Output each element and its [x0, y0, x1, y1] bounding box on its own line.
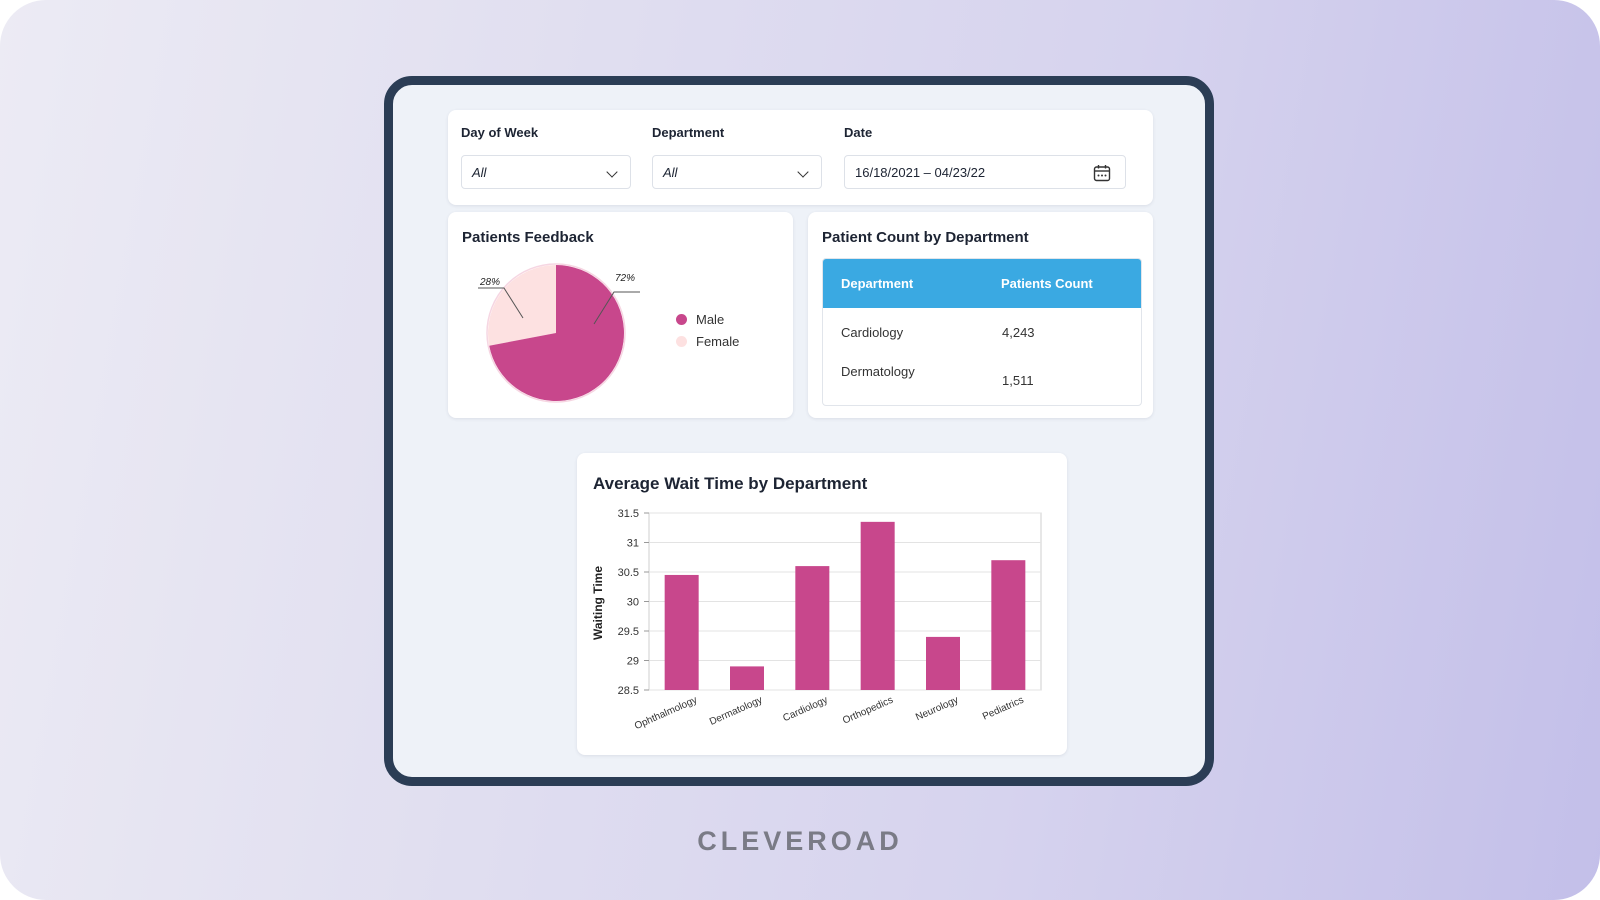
patient-count-title: Patient Count by Department: [822, 229, 1029, 246]
filters-panel: Day of Week All Department All Date 16/1…: [448, 110, 1153, 205]
bar-neurology: [926, 636, 960, 690]
department-select[interactable]: All: [652, 155, 822, 189]
tablet-frame: Day of Week All Department All Date 16/1…: [384, 76, 1214, 786]
pie-slice-female: [488, 265, 556, 346]
y-tick-label: 30: [627, 597, 639, 609]
table-header: Department Patients Count: [823, 259, 1141, 308]
y-tick-label: 31: [627, 538, 639, 550]
legend-label-female: Female: [696, 334, 740, 349]
pie-outline: [486, 263, 626, 403]
table-cell-department: Cardiology: [841, 325, 904, 340]
day-of-week-select[interactable]: All: [461, 155, 631, 189]
chevron-down-icon: [606, 166, 618, 178]
chevron-down-icon: [797, 166, 809, 178]
y-axis-label: Waiting Time: [591, 566, 605, 640]
x-tick-label: Cardiology: [781, 695, 829, 724]
day-of-week-value: All: [472, 165, 487, 180]
column-header-patients-count: Patients Count: [1001, 276, 1093, 291]
department-value: All: [663, 165, 678, 180]
bar-orthopedics: [860, 521, 895, 690]
y-tick-label: 31.5: [618, 508, 639, 520]
calendar-icon[interactable]: [1093, 164, 1111, 182]
brand-logo: CLEVEROAD: [697, 826, 903, 856]
y-tick-label: 28.5: [618, 685, 639, 697]
legend-dot-male: [676, 314, 687, 325]
date-range-input[interactable]: 16/18/2021 – 04/23/22: [844, 155, 1126, 189]
legend-dot-female: [676, 336, 687, 347]
y-tick-label: 29.5: [618, 626, 639, 638]
day-of-week-label: Day of Week: [461, 125, 539, 140]
date-label: Date: [844, 125, 873, 140]
x-tick-label: Ophthalmology: [633, 695, 699, 732]
average-wait-time-card: Average Wait Time by Department 28.5 29 29…: [577, 453, 1067, 755]
pie-slice-male: [489, 265, 624, 401]
legend-item-male: Male: [676, 312, 724, 327]
patients-feedback-title: Patients Feedback: [462, 229, 594, 246]
average-wait-time-title: Average Wait Time by Department: [593, 474, 868, 493]
bar-cardiology: [795, 566, 830, 690]
bar-pediatrics: [991, 560, 1026, 690]
table-cell-department: Dermatology: [841, 364, 915, 379]
feedback-pie-chart: 28% 72%: [478, 263, 640, 403]
bar-ophthalmology: [664, 574, 699, 690]
column-header-department: Department: [841, 276, 914, 291]
department-label: Department: [652, 125, 725, 140]
legend-item-female: Female: [676, 334, 739, 349]
patient-count-card: Patient Count by Department Department P…: [808, 212, 1153, 418]
y-tick-label: 30.5: [618, 567, 639, 579]
patient-count-table: Department Patients Count Cardiology 4,2…: [822, 258, 1142, 406]
x-tick-label: Neurology: [914, 695, 960, 724]
y-tick-label: 29: [627, 656, 639, 668]
leader-line-female: [478, 287, 524, 319]
table-cell-count: 1,511: [1002, 373, 1034, 388]
x-tick-label: Pediatrics: [981, 695, 1026, 723]
pie-label-male: 72%: [615, 273, 635, 284]
bar-dermatology: [730, 666, 764, 690]
leader-line-male: [593, 291, 640, 325]
wait-time-bar-chart: 28.5 29 29.5 30 30.5 31 31.5 Ophthalmology Derm…: [591, 508, 1042, 732]
date-range-value: 16/18/2021 – 04/23/22: [855, 165, 986, 180]
pie-label-female: 28%: [479, 277, 500, 288]
table-cell-count: 4,243: [1002, 325, 1035, 340]
x-tick-label: Orthopedics: [841, 695, 895, 727]
legend-label-male: Male: [696, 312, 725, 327]
patients-feedback-card: Patients Feedback 28% 72% Male Female: [448, 212, 793, 418]
x-tick-label: Dermatology: [708, 695, 764, 728]
